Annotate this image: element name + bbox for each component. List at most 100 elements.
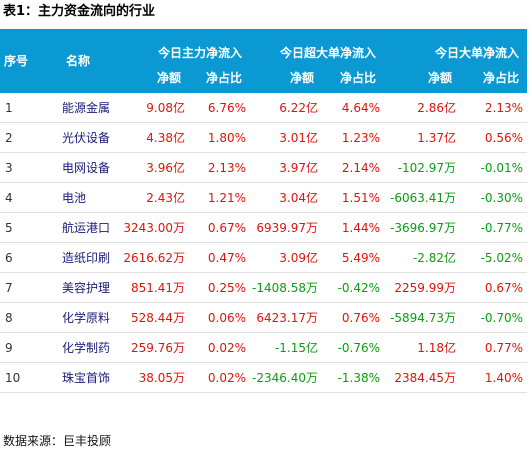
main-net-amount: 2616.62万 — [122, 242, 189, 273]
super-large-net-amount: -1408.58万 — [250, 272, 323, 303]
header-large-inflow: 今日大单净流入 — [384, 29, 528, 62]
header-main-ratio: 净占比 — [189, 62, 251, 93]
large-net-amount: 1.37亿 — [384, 122, 461, 153]
large-net-ratio: -0.70% — [460, 302, 528, 333]
super-large-net-ratio: -0.42% — [322, 272, 385, 303]
large-net-ratio: -0.30% — [460, 182, 528, 213]
large-net-amount: 2.86亿 — [384, 93, 461, 123]
row-index: 8 — [0, 302, 34, 333]
large-net-ratio: 0.67% — [460, 272, 528, 303]
header-main-inflow: 今日主力净流入 — [122, 29, 251, 62]
industry-name: 电池 — [34, 182, 122, 213]
table-row: 9 化学制药 259.76万 0.02% -1.15亿 -0.76% 1.18亿 0.77% — [0, 332, 528, 363]
large-net-amount: -5894.73万 — [384, 302, 461, 333]
industry-name: 化学原料 — [34, 302, 122, 333]
main-net-ratio: 1.21% — [189, 182, 251, 213]
super-large-net-amount: 6423.17万 — [250, 302, 323, 333]
header-large-amount: 净额 — [384, 62, 461, 93]
header-large-ratio: 净占比 — [460, 62, 528, 93]
row-index: 10 — [0, 362, 34, 393]
industry-name: 航运港口 — [34, 212, 122, 243]
main-net-amount: 528.44万 — [122, 302, 189, 333]
row-index: 3 — [0, 152, 34, 183]
industry-name: 光伏设备 — [34, 122, 122, 153]
large-net-amount: -6063.41万 — [384, 182, 461, 213]
large-net-amount: 1.18亿 — [384, 332, 461, 363]
industry-name: 化学制药 — [34, 332, 122, 363]
main-net-amount: 259.76万 — [122, 332, 189, 363]
main-net-amount: 9.08亿 — [122, 93, 189, 123]
super-large-net-ratio: 2.14% — [322, 152, 385, 183]
super-large-net-ratio: 0.76% — [322, 302, 385, 333]
table-row: 1 能源金属 9.08亿 6.76% 6.22亿 4.64% 2.86亿 2.13% — [0, 93, 528, 123]
row-index: 9 — [0, 332, 34, 363]
super-large-net-ratio: -0.76% — [322, 332, 385, 363]
large-net-amount: 2384.45万 — [384, 362, 461, 393]
row-index: 1 — [0, 93, 34, 123]
large-net-amount: -102.97万 — [384, 152, 461, 183]
row-index: 5 — [0, 212, 34, 243]
main-net-ratio: 2.13% — [189, 152, 251, 183]
large-net-ratio: 0.56% — [460, 122, 528, 153]
main-net-amount: 3.96亿 — [122, 152, 189, 183]
super-large-net-amount: 3.01亿 — [250, 122, 323, 153]
super-large-net-ratio: 4.64% — [322, 93, 385, 123]
large-net-ratio: 0.77% — [460, 332, 528, 363]
header-super-large-inflow: 今日超大单净流入 — [250, 29, 385, 62]
main-net-amount: 3243.00万 — [122, 212, 189, 243]
super-large-net-amount: 3.04亿 — [250, 182, 323, 213]
main-net-amount: 38.05万 — [122, 362, 189, 393]
table-row: 10 珠宝首饰 38.05万 0.02% -2346.40万 -1.38% 2384.45万… — [0, 362, 528, 393]
data-source-note: 数据来源：巨丰投顾 — [3, 434, 112, 448]
main-net-ratio: 0.06% — [189, 302, 251, 333]
industry-fund-flow-table: 序号 名称 今日主力净流入 今日超大单净流入 今日大单净流入 净额 净占比 净额… — [0, 29, 528, 393]
super-large-net-ratio: 5.49% — [322, 242, 385, 273]
large-net-ratio: -5.02% — [460, 242, 528, 273]
main-net-ratio: 0.25% — [189, 272, 251, 303]
super-large-net-ratio: 1.23% — [322, 122, 385, 153]
header-super-amount: 净额 — [250, 62, 323, 93]
super-large-net-amount: -1.15亿 — [250, 332, 323, 363]
large-net-amount: -3696.97万 — [384, 212, 461, 243]
large-net-ratio: -0.77% — [460, 212, 528, 243]
table-row: 6 造纸印刷 2616.62万 0.47% 3.09亿 5.49% -2.82亿 -5.02% — [0, 242, 528, 273]
industry-name: 电网设备 — [34, 152, 122, 183]
industry-name: 造纸印刷 — [34, 242, 122, 273]
super-large-net-amount: 3.97亿 — [250, 152, 323, 183]
super-large-net-amount: 6939.97万 — [250, 212, 323, 243]
header-seq: 序号 — [0, 29, 34, 93]
main-net-ratio: 6.76% — [189, 93, 251, 123]
table-title: 表1：主力资金流向的行业 — [3, 4, 156, 19]
row-index: 7 — [0, 272, 34, 303]
main-net-ratio: 0.47% — [189, 242, 251, 273]
large-net-ratio: -0.01% — [460, 152, 528, 183]
super-large-net-ratio: 1.51% — [322, 182, 385, 213]
industry-name: 能源金属 — [34, 93, 122, 123]
super-large-net-amount: 6.22亿 — [250, 93, 323, 123]
header-super-ratio: 净占比 — [322, 62, 385, 93]
large-net-amount: -2.82亿 — [384, 242, 461, 273]
main-net-amount: 851.41万 — [122, 272, 189, 303]
main-net-amount: 2.43亿 — [122, 182, 189, 213]
super-large-net-amount: -2346.40万 — [250, 362, 323, 393]
industry-name: 珠宝首饰 — [34, 362, 122, 393]
main-net-ratio: 0.02% — [189, 332, 251, 363]
table-row: 3 电网设备 3.96亿 2.13% 3.97亿 2.14% -102.97万 -0.01% — [0, 152, 528, 183]
large-net-amount: 2259.99万 — [384, 272, 461, 303]
table-row: 4 电池 2.43亿 1.21% 3.04亿 1.51% -6063.41万 -0.30% — [0, 182, 528, 213]
super-large-net-amount: 3.09亿 — [250, 242, 323, 273]
main-net-ratio: 0.02% — [189, 362, 251, 393]
table-row: 8 化学原料 528.44万 0.06% 6423.17万 0.76% -5894.73万 -… — [0, 302, 528, 333]
table-row: 7 美容护理 851.41万 0.25% -1408.58万 -0.42% 2259.99万… — [0, 272, 528, 303]
large-net-ratio: 1.40% — [460, 362, 528, 393]
table-row: 2 光伏设备 4.38亿 1.80% 3.01亿 1.23% 1.37亿 0.56% — [0, 122, 528, 153]
row-index: 4 — [0, 182, 34, 213]
main-net-ratio: 0.67% — [189, 212, 251, 243]
main-net-ratio: 1.80% — [189, 122, 251, 153]
industry-name: 美容护理 — [34, 272, 122, 303]
main-net-amount: 4.38亿 — [122, 122, 189, 153]
header-name: 名称 — [34, 29, 122, 93]
super-large-net-ratio: -1.38% — [322, 362, 385, 393]
table-row: 5 航运港口 3243.00万 0.67% 6939.97万 1.44% -3696.97万… — [0, 212, 528, 243]
large-net-ratio: 2.13% — [460, 93, 528, 123]
